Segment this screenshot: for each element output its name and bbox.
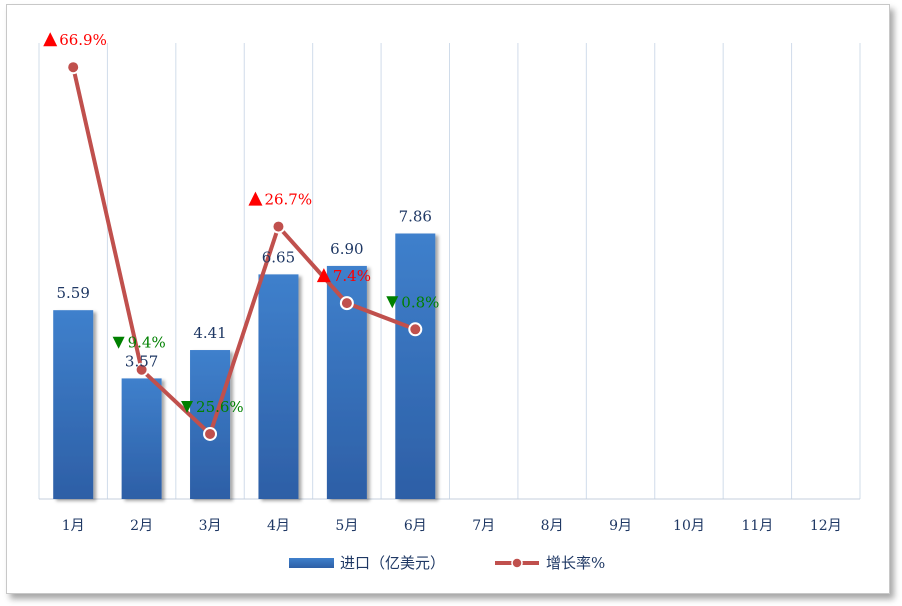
data-labels: 5.59 3.57 4.41 6.65 6.90 7.86 66.9% 9.4% 25.6% 26… bbox=[43, 31, 439, 416]
x-tick-label: 8月 bbox=[541, 518, 564, 534]
x-tick-label: 4月 bbox=[267, 518, 290, 534]
bar bbox=[395, 233, 436, 500]
growth-value-label: 25.6% bbox=[196, 398, 244, 416]
x-tick-label: 12月 bbox=[810, 518, 842, 534]
line-point bbox=[66, 60, 81, 75]
legend-bar-label: 进口（亿美元） bbox=[340, 554, 445, 572]
grid-lines bbox=[38, 43, 861, 500]
bar-value-label: 5.59 bbox=[57, 284, 90, 302]
bar bbox=[121, 378, 162, 499]
bar bbox=[258, 274, 299, 499]
x-tick-label: 5月 bbox=[335, 518, 358, 534]
bar-value-label: 6.65 bbox=[262, 248, 295, 266]
x-tick-label: 2月 bbox=[130, 518, 153, 534]
growth-value-label: 7.4% bbox=[333, 267, 371, 285]
growth-value-label: 66.9% bbox=[59, 31, 107, 49]
x-axis: 1月 2月 3月 4月 5月 6月 7月 8月 9月 10月 11月 12月 bbox=[62, 518, 842, 534]
x-tick-label: 6月 bbox=[404, 518, 427, 534]
line-point bbox=[134, 362, 149, 377]
x-tick-label: 1月 bbox=[62, 518, 85, 534]
legend-bar-swatch bbox=[289, 558, 334, 568]
down-arrow-icon bbox=[181, 400, 194, 413]
bar bbox=[190, 350, 231, 499]
line-point bbox=[271, 219, 286, 234]
up-arrow-icon bbox=[43, 32, 58, 47]
up-arrow-icon bbox=[248, 191, 263, 206]
chart-frame: 5.59 3.57 4.41 6.65 6.90 7.86 66.9% 9.4% 25.6% 26… bbox=[6, 4, 890, 594]
bar-value-label: 7.86 bbox=[399, 208, 432, 226]
x-tick-label: 3月 bbox=[199, 518, 222, 534]
bar-value-label: 4.41 bbox=[193, 324, 226, 342]
bar-series bbox=[53, 233, 436, 500]
up-arrow-icon bbox=[316, 268, 331, 283]
growth-value-label: 26.7% bbox=[264, 191, 312, 209]
x-tick-label: 10月 bbox=[673, 518, 705, 534]
growth-value-label: 0.8% bbox=[401, 293, 439, 311]
bar bbox=[53, 310, 94, 499]
legend-line-marker bbox=[511, 557, 523, 569]
x-tick-label: 9月 bbox=[609, 518, 632, 534]
line-point bbox=[408, 322, 423, 337]
legend-line-label: 增长率% bbox=[546, 554, 605, 572]
combo-chart: 5.59 3.57 4.41 6.65 6.90 7.86 66.9% 9.4% 25.6% 26… bbox=[38, 31, 861, 572]
down-arrow-icon bbox=[112, 336, 125, 349]
legend: 进口（亿美元） 增长率% bbox=[289, 554, 605, 572]
line-point bbox=[203, 426, 218, 441]
down-arrow-icon bbox=[386, 296, 399, 309]
line-series bbox=[66, 60, 423, 441]
bar-value-label: 3.57 bbox=[125, 352, 158, 370]
line-point bbox=[339, 296, 354, 311]
growth-line bbox=[71, 66, 417, 436]
growth-value-label: 9.4% bbox=[128, 334, 166, 352]
x-tick-label: 7月 bbox=[472, 518, 495, 534]
bar-value-label: 6.90 bbox=[330, 240, 363, 258]
x-tick-label: 11月 bbox=[741, 518, 773, 534]
